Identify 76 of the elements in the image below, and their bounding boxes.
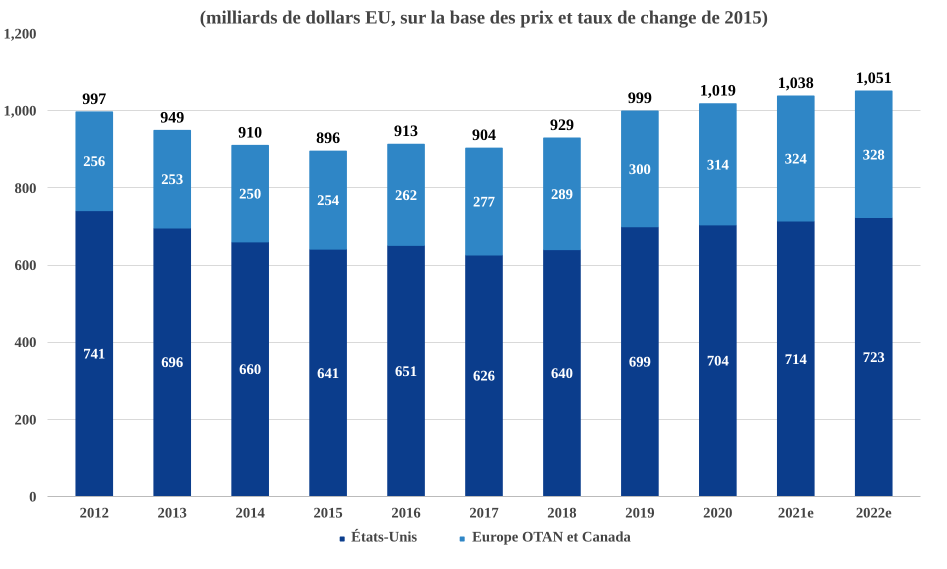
data-label: 289 [550, 186, 573, 203]
data-label: 714 [784, 352, 808, 368]
bar [776, 96, 815, 222]
y-tick-label: 600 [14, 258, 36, 274]
x-tick-label: 2017 [469, 506, 499, 522]
x-tick-label: 2012 [80, 506, 109, 522]
legend-label: Europe OTAN et Canada [472, 530, 631, 546]
total-label: 913 [394, 123, 418, 140]
total-label: 910 [238, 124, 262, 142]
bar [75, 210, 114, 496]
data-label: 250 [239, 186, 262, 203]
data-label: 704 [706, 354, 730, 370]
bar [543, 138, 581, 250]
total-label: 896 [316, 130, 340, 148]
bar [854, 217, 893, 496]
total-label: 1,038 [778, 75, 814, 92]
y-tick-label: 800 [14, 180, 36, 197]
bar [699, 224, 737, 496]
data-label: 660 [239, 362, 262, 378]
bar [543, 249, 581, 496]
data-label: 314 [706, 157, 730, 174]
data-label: 253 [161, 172, 184, 188]
bar [387, 144, 425, 246]
bar [231, 241, 269, 496]
x-tick-label: 2016 [391, 506, 421, 522]
y-tick-label: 1,200 [4, 26, 37, 42]
bar [621, 110, 659, 228]
data-label: 640 [550, 366, 573, 382]
data-label: 254 [317, 193, 340, 210]
x-tick-label: 2020 [703, 506, 732, 522]
x-tick-label: 2019 [625, 506, 655, 522]
x-tick-label: 2015 [313, 506, 343, 522]
total-label: 997 [82, 90, 106, 108]
data-label: 699 [628, 354, 651, 371]
data-label: 651 [395, 364, 418, 380]
y-tick-label: 200 [14, 412, 36, 428]
data-label: 723 [862, 350, 885, 366]
chart-title: (milliards de dollars EU, sur la base des prix et taux de change de 2015) [200, 8, 768, 28]
x-tick-label: 2022e [856, 506, 892, 522]
bar [699, 103, 737, 226]
bar [854, 90, 893, 218]
y-tick-label: 400 [14, 335, 36, 352]
x-tick-label: 2013 [158, 506, 187, 522]
x-tick-label: 2018 [547, 506, 577, 522]
data-label: 277 [473, 194, 495, 211]
bar [231, 144, 269, 242]
bar [465, 148, 503, 256]
bar [153, 130, 192, 228]
bar [776, 220, 815, 496]
bar [309, 248, 347, 496]
data-label: 300 [628, 162, 651, 178]
bar [621, 226, 659, 496]
bar [75, 111, 114, 212]
data-label: 262 [395, 188, 418, 204]
data-label: 328 [862, 147, 885, 164]
bar [465, 254, 503, 496]
x-tick-label: 2014 [236, 506, 266, 522]
total-label: 929 [550, 117, 574, 134]
bar [309, 150, 347, 250]
data-label: 324 [784, 152, 808, 168]
y-tick-label: 1,000 [4, 104, 37, 120]
bar [387, 244, 425, 496]
legend-label: États-Unis [351, 530, 418, 546]
total-label: 999 [628, 90, 652, 108]
total-label: 949 [160, 109, 184, 126]
data-label: 256 [83, 154, 106, 170]
y-tick-label: 0 [29, 490, 36, 506]
total-label: 904 [472, 127, 496, 144]
data-label: 696 [161, 355, 184, 372]
data-label: 641 [317, 366, 340, 382]
total-label: 1,051 [856, 70, 892, 87]
total-label: 1,019 [700, 82, 736, 100]
bar [153, 227, 192, 496]
data-label: 741 [83, 346, 106, 363]
data-label: 626 [473, 368, 495, 385]
x-tick-label: 2021e [778, 506, 814, 522]
